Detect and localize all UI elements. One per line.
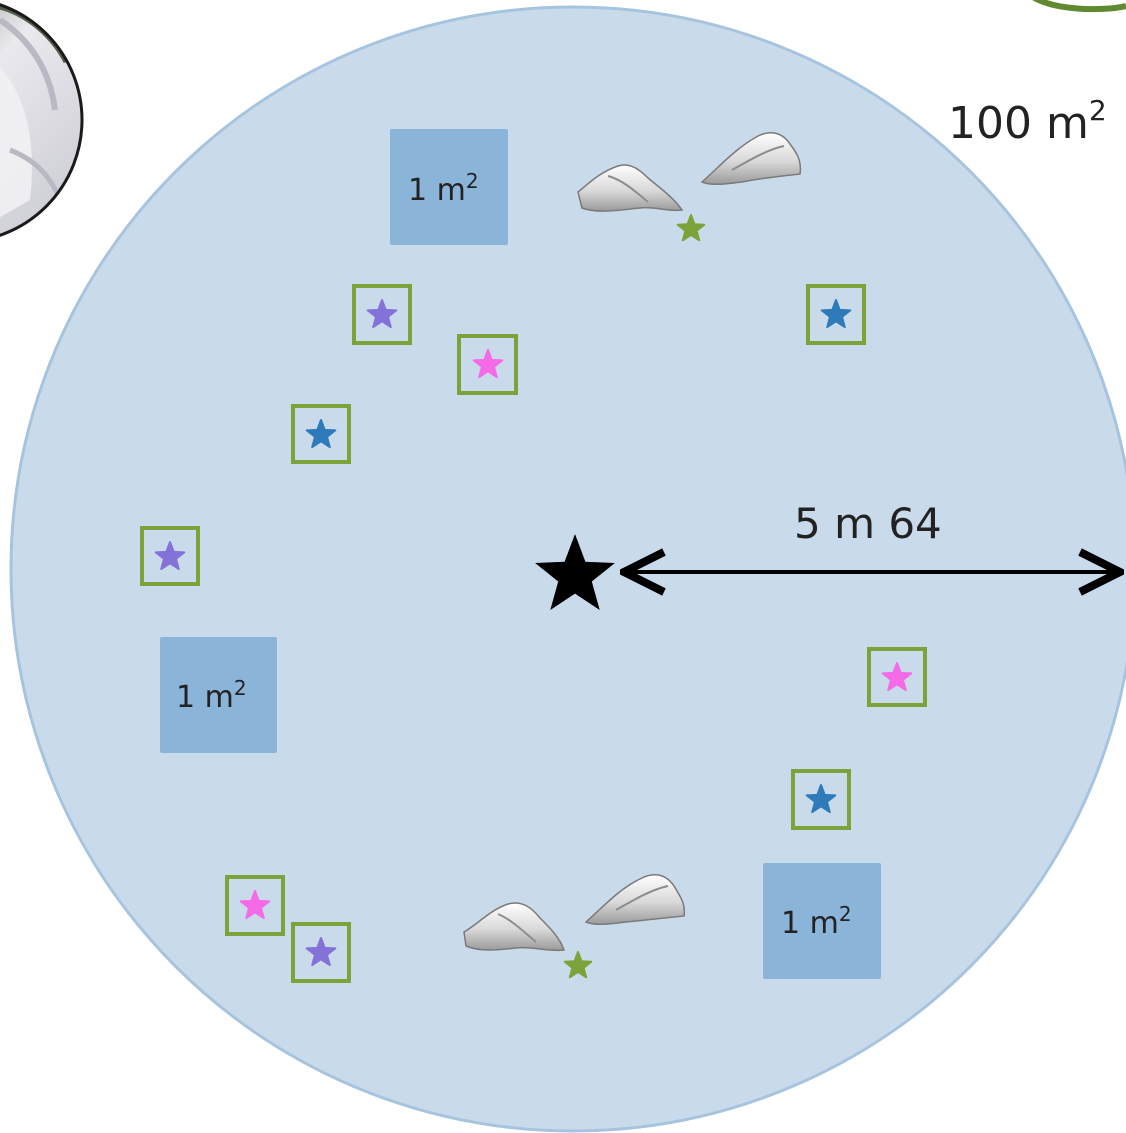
radius-label: 5 m 64 <box>794 499 942 548</box>
rock-icon <box>700 131 802 186</box>
green-star-icon <box>676 214 706 242</box>
rock-icon <box>463 902 566 952</box>
subplot-square <box>140 526 200 586</box>
svg-text:1 m2: 1 m2 <box>176 676 247 715</box>
subplot-square <box>352 284 412 345</box>
rock-icon <box>584 873 686 926</box>
subplot-square <box>791 769 851 830</box>
plot-area-label: 100 m2 <box>948 94 1107 149</box>
plot-area-sup: 2 <box>1089 94 1107 127</box>
green-star-icon <box>563 951 593 979</box>
quadrat: 1 m2 <box>763 863 881 979</box>
subplot-square <box>806 284 866 345</box>
subplot-square <box>291 404 351 464</box>
svg-text:1 m2: 1 m2 <box>408 169 479 208</box>
subplot-square <box>457 334 518 395</box>
person-photo-icon <box>0 0 84 240</box>
quadrat: 1 m2 <box>160 637 277 753</box>
green-ring-arc <box>1032 0 1126 13</box>
rock-icon <box>577 164 684 212</box>
center-star-icon <box>535 534 615 610</box>
subplot-square <box>867 647 927 707</box>
quadrat: 1 m2 <box>390 129 508 245</box>
subplot-square <box>291 922 351 983</box>
svg-text:1 m2: 1 m2 <box>781 902 852 941</box>
subplot-square <box>225 875 285 936</box>
